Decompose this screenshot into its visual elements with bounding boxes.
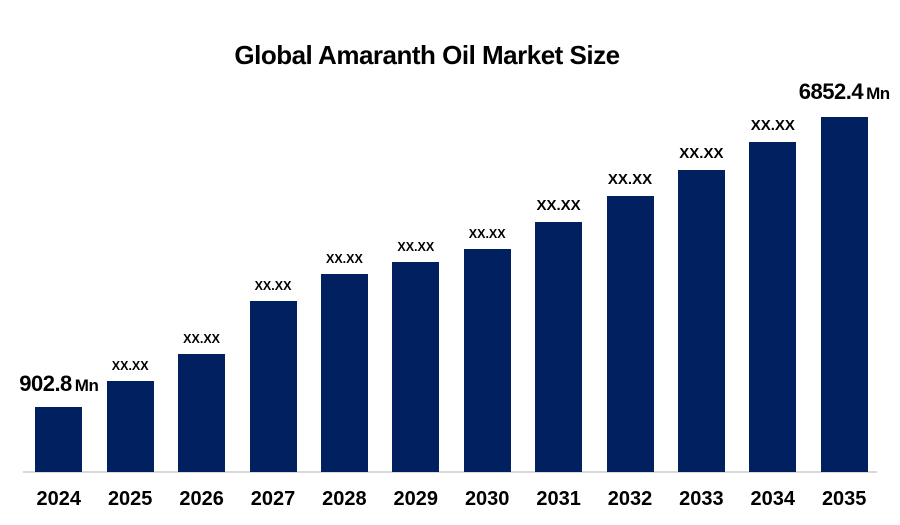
value-label-2033: XX.XX (679, 145, 724, 162)
x-axis-label-2033: 2033 (679, 488, 724, 510)
x-axis-label-2032: 2032 (607, 488, 653, 510)
bar-2029 (392, 262, 440, 472)
x-axis-label-2034: 2034 (750, 488, 796, 510)
bar-2032 (606, 196, 654, 472)
value-label-2027: XX.XX (254, 278, 292, 293)
value-label-2032: XX.XX (607, 171, 653, 188)
bar-2034 (749, 142, 797, 472)
x-axis-label-2025: 2025 (107, 488, 153, 510)
bar-2027 (249, 301, 297, 472)
bar-2033 (677, 170, 725, 472)
value-label-2025: XX.XX (111, 358, 149, 373)
value-label-2030: XX.XX (468, 226, 506, 241)
x-axis-label-2026: 2026 (179, 488, 224, 510)
bar-2028 (320, 274, 368, 472)
x-axis-label-2024: 2024 (36, 488, 82, 510)
x-axis-label-2030: 2030 (464, 488, 510, 510)
value-label-2026: XX.XX (183, 331, 221, 346)
value-number: 6852.4 (798, 79, 864, 104)
bar-2024 (35, 407, 83, 472)
chart-title: Global Amaranth Oil Market Size (234, 40, 620, 70)
value-unit: Mn (866, 84, 890, 103)
bar-2031 (535, 222, 583, 472)
value-label-2034: XX.XX (750, 117, 795, 134)
x-axis-line (23, 471, 877, 473)
bar-2030 (463, 249, 511, 472)
value-unit: Mn (74, 376, 99, 395)
x-axis-label-2027: 2027 (250, 488, 296, 510)
x-axis-label-2031: 2031 (536, 488, 581, 510)
value-label-2035: 6852.4 Mn (799, 81, 890, 103)
value-label-2031: XX.XX (536, 197, 581, 214)
x-axis-label-2035: 2035 (821, 488, 867, 510)
bar-2025 (106, 381, 154, 472)
x-axis-label-2029: 2029 (393, 488, 439, 510)
value-label-2029: XX.XX (397, 239, 435, 254)
bar-2026 (178, 354, 226, 472)
value-label-2028: XX.XX (325, 251, 363, 266)
x-axis-label-2028: 2028 (322, 488, 367, 510)
bar-2035 (820, 117, 868, 472)
value-label-2024: 902.8 Mn (19, 371, 99, 396)
value-number: 902.8 (19, 371, 72, 396)
